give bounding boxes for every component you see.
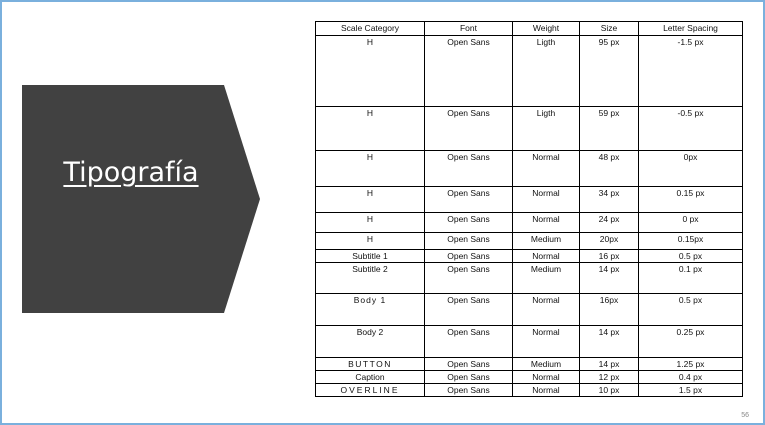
table-row: H Open Sans Normal 24 px 0 px [315,212,743,233]
spacing-cell: 1.5 px [638,383,743,397]
title-arrow-shape [22,85,260,313]
category-cell: OVERLINE [315,383,425,397]
font-cell: Open Sans [424,325,513,358]
category-cell: Body 1 [315,293,425,326]
weight-cell: Normal [512,383,580,397]
font-cell: Open Sans [424,186,513,213]
weight-cell: Normal [512,293,580,326]
size-cell: 16 px [579,249,639,263]
spacing-cell: 1.25 px [638,357,743,371]
font-cell: Open Sans [424,370,513,384]
size-cell: 20px [579,232,639,250]
category-cell: H [315,186,425,213]
spacing-cell: 0.5 px [638,249,743,263]
size-cell: 24 px [579,212,639,233]
table-row: H Open Sans Ligth 95 px -1.5 px [315,35,743,107]
category-cell: H [315,232,425,250]
table-row: OVERLINE Open Sans Normal 10 px 1.5 px [315,383,743,397]
font-cell: Open Sans [424,249,513,263]
weight-cell: Normal [512,186,580,213]
spacing-cell: 0px [638,150,743,187]
table-row: H Open Sans Normal 34 px 0.15 px [315,186,743,213]
table-row: H Open Sans Medium 20px 0.15px [315,232,743,250]
category-cell: H [315,212,425,233]
spacing-cell: 0.1 px [638,262,743,294]
spacing-cell: 0.5 px [638,293,743,326]
slide-title: Tipografía [63,157,199,188]
spacing-cell: 0.15px [638,232,743,250]
size-cell: 16px [579,293,639,326]
table-row: Body 1 Open Sans Normal 16px 0.5 px [315,293,743,326]
header-size: Size [579,21,639,36]
font-cell: Open Sans [424,106,513,151]
table-header-row: Scale Category Font Weight Size Letter S… [315,21,743,36]
spacing-cell: 0.4 px [638,370,743,384]
size-cell: 14 px [579,357,639,371]
size-cell: 14 px [579,262,639,294]
category-cell: H [315,35,425,107]
header-font: Font [424,21,513,36]
size-cell: 12 px [579,370,639,384]
size-cell: 34 px [579,186,639,213]
font-cell: Open Sans [424,293,513,326]
table-row: BUTTON Open Sans Medium 14 px 1.25 px [315,357,743,371]
weight-cell: Medium [512,357,580,371]
header-letter-spacing: Letter Spacing [638,21,743,36]
font-cell: Open Sans [424,262,513,294]
font-cell: Open Sans [424,35,513,107]
spacing-cell: -0.5 px [638,106,743,151]
spacing-cell: 0 px [638,212,743,233]
weight-cell: Normal [512,249,580,263]
weight-cell: Ligth [512,35,580,107]
font-cell: Open Sans [424,212,513,233]
weight-cell: Normal [512,325,580,358]
table-row: Caption Open Sans Normal 12 px 0.4 px [315,370,743,384]
category-cell: Subtitle 1 [315,249,425,263]
category-cell: Subtitle 2 [315,262,425,294]
font-cell: Open Sans [424,383,513,397]
spacing-cell: -1.5 px [638,35,743,107]
table-row: Subtitle 1 Open Sans Normal 16 px 0.5 px [315,249,743,263]
category-cell: Caption [315,370,425,384]
font-cell: Open Sans [424,150,513,187]
size-cell: 48 px [579,150,639,187]
table-row: H Open Sans Normal 48 px 0px [315,150,743,187]
size-cell: 10 px [579,383,639,397]
font-cell: Open Sans [424,357,513,371]
font-cell: Open Sans [424,232,513,250]
spacing-cell: 0.15 px [638,186,743,213]
spacing-cell: 0.25 px [638,325,743,358]
arrow-polygon [22,85,260,313]
weight-cell: Normal [512,150,580,187]
category-cell: BUTTON [315,357,425,371]
category-cell: H [315,106,425,151]
weight-cell: Normal [512,212,580,233]
category-cell: Body 2 [315,325,425,358]
table-row: Subtitle 2 Open Sans Medium 14 px 0.1 px [315,262,743,294]
table-row: Body 2 Open Sans Normal 14 px 0.25 px [315,325,743,358]
weight-cell: Medium [512,232,580,250]
header-scale-category: Scale Category [315,21,425,36]
size-cell: 14 px [579,325,639,358]
size-cell: 59 px [579,106,639,151]
weight-cell: Normal [512,370,580,384]
table-row: H Open Sans Ligth 59 px -0.5 px [315,106,743,151]
weight-cell: Medium [512,262,580,294]
category-cell: H [315,150,425,187]
weight-cell: Ligth [512,106,580,151]
typography-table: Scale Category Font Weight Size Letter S… [315,21,743,397]
page-number: 56 [741,412,749,419]
size-cell: 95 px [579,35,639,107]
header-weight: Weight [512,21,580,36]
